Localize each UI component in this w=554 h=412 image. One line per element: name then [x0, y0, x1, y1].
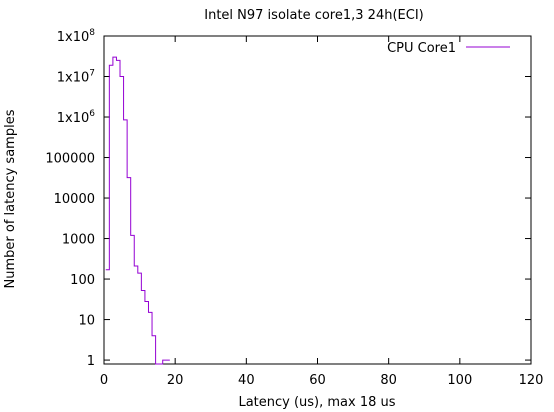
x-tick-label: 0	[100, 373, 108, 388]
y-tick-label: 1x108	[57, 28, 96, 45]
y-tick-label-base: 100	[70, 273, 95, 288]
plot-border	[103, 35, 532, 365]
series-layer	[105, 56, 170, 365]
y-tick-label-base: 1000	[62, 233, 95, 248]
series-line	[105, 56, 170, 365]
y-tick-label: 1	[87, 354, 95, 369]
y-tick-label: 100	[70, 273, 95, 288]
y-tick-label-base: 1x10	[57, 30, 90, 45]
x-tick-label: 60	[309, 373, 326, 388]
y-tick-label: 10	[78, 314, 95, 329]
y-tick-label-base: 10000	[54, 192, 95, 207]
x-tick-label: 120	[519, 373, 544, 388]
y-tick-label-base: 100000	[45, 152, 95, 167]
y-tick-label-base: 1x10	[57, 111, 90, 126]
x-tick-label: 20	[167, 373, 184, 388]
x-tick-label: 80	[380, 373, 397, 388]
x-tick-label: 100	[447, 373, 472, 388]
y-tick-label: 1000	[62, 233, 95, 248]
x-axis-title: Latency (us), max 18 us	[238, 395, 395, 410]
y-tick-label-exponent: 7	[89, 69, 95, 79]
legend: CPU Core1	[387, 41, 510, 56]
y-tick-label-base: 10	[78, 314, 95, 329]
legend-label: CPU Core1	[387, 41, 456, 56]
y-tick-label-exponent: 8	[89, 28, 95, 38]
x-tick-label: 40	[238, 373, 255, 388]
y-axis-title: Number of latency samples	[3, 109, 18, 288]
y-tick-label: 100000	[45, 152, 95, 167]
y-tick-label-exponent: 6	[89, 109, 95, 119]
y-tick-label: 1x106	[57, 109, 96, 126]
x-axis: 0 20 40 60 80 100 120	[100, 36, 544, 388]
y-tick-label: 10000	[54, 192, 95, 207]
y-tick-label-base: 1	[87, 354, 95, 369]
plot-area	[103, 35, 532, 365]
chart-title: Intel N97 isolate core1,3 24h(ECI)	[204, 8, 423, 23]
y-tick-label: 1x107	[57, 69, 95, 86]
y-tick-label-base: 1x10	[57, 71, 90, 86]
